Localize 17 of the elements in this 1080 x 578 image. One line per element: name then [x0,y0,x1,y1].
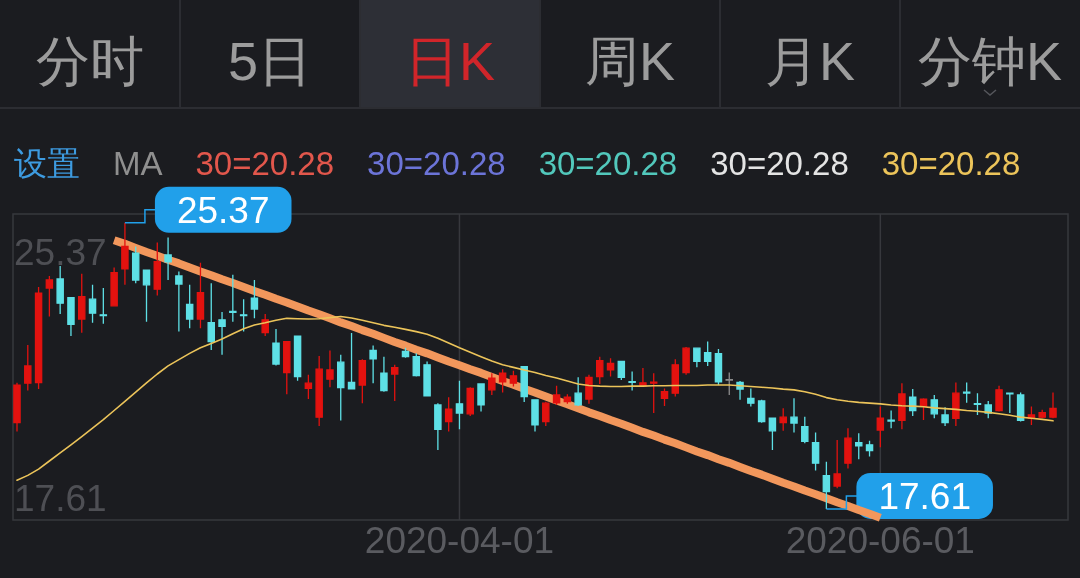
indicator-value: 30=20.28 [710,145,849,182]
tab-label: 月K [765,31,855,91]
x-tick-label: 2020-06-01 [785,520,975,561]
x-tick-label: 2020-04-01 [364,520,555,561]
indicator-value: 30=20.28 [195,145,335,182]
tab-label: 5日 [228,31,312,91]
legend-item: 30=20.28 [881,145,1021,182]
callout-label: 25.37 [176,189,270,231]
tab-label: 分钟K [918,31,1062,91]
indicator-value: 30=20.28 [367,145,506,182]
tab-label: 周K [585,31,675,91]
tab-label: 日K [405,31,495,91]
indicator-label: MA [113,145,163,182]
callout-label: 17.61 [878,475,971,517]
settings-label: 设置 [14,145,80,182]
tab-label: 分时 [36,31,144,91]
indicator-value: 30=20.28 [538,145,678,182]
